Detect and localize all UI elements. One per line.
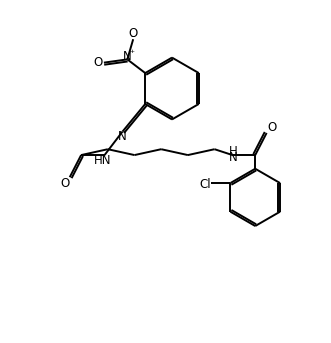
Text: Cl: Cl	[199, 178, 211, 191]
Text: $^+$: $^+$	[128, 48, 136, 57]
Text: H: H	[229, 145, 237, 158]
Text: N: N	[123, 50, 132, 63]
Text: -: -	[130, 30, 135, 43]
Text: O: O	[267, 121, 276, 133]
Text: O: O	[60, 177, 69, 190]
Text: N: N	[118, 130, 126, 143]
Text: N: N	[229, 151, 237, 164]
Text: O: O	[93, 56, 103, 69]
Text: HN: HN	[94, 154, 111, 167]
Text: O: O	[128, 27, 138, 40]
